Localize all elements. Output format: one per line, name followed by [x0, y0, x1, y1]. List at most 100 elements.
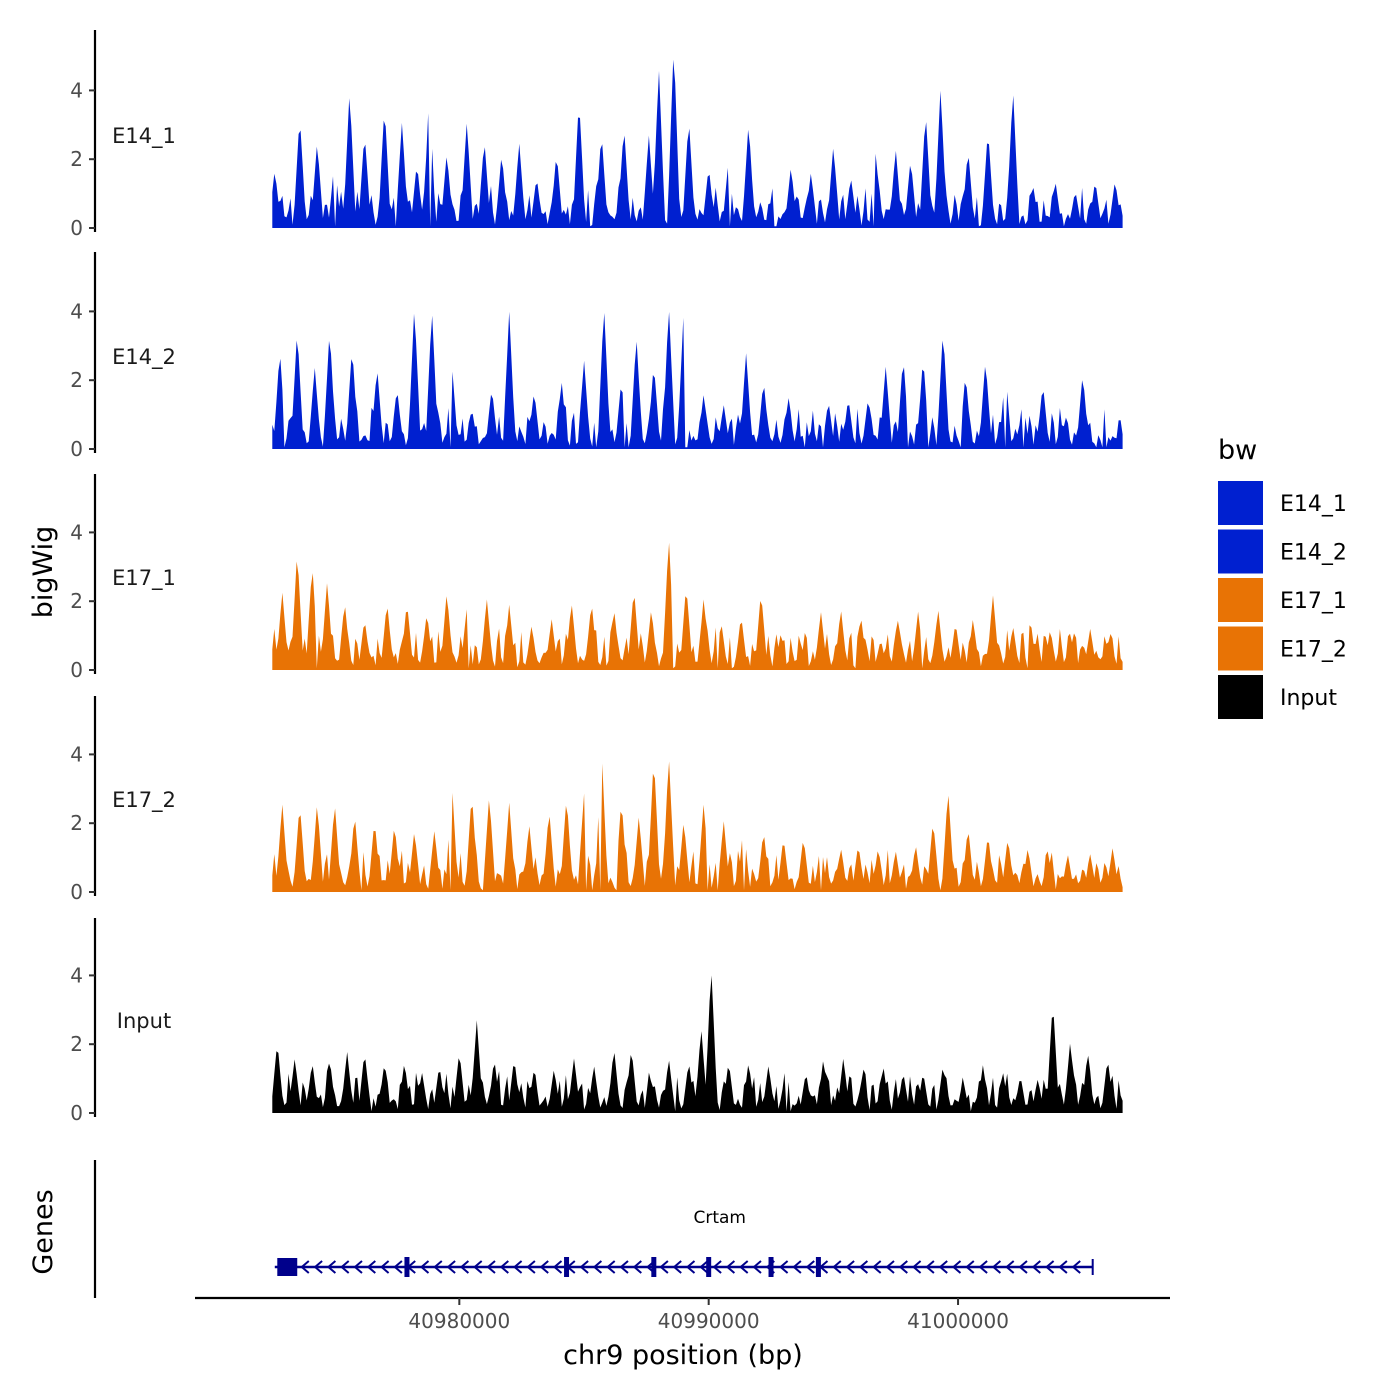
strand-arrow — [845, 1260, 855, 1274]
track-E17_1: 0 2 4 E17_1 — [70, 474, 1123, 682]
strand-arrow — [805, 1260, 815, 1274]
strand-arrow — [725, 1260, 736, 1274]
coverage-area-E14_2 — [272, 311, 1123, 449]
legend-label: Input — [1280, 686, 1337, 711]
strand-arrow — [792, 1260, 802, 1274]
legend-label: E17_2 — [1280, 638, 1347, 663]
x-axis-title: chr9 position (bp) — [563, 1340, 803, 1371]
strand-arrow — [938, 1260, 948, 1274]
coverage-area-E14_1 — [272, 59, 1123, 228]
coverage-tracks: 0 2 4 E14_1 0 2 4 E14_2 0 2 4 E17_1 0 2 4 E17_2 0 2 4 Input — [70, 30, 1123, 1125]
strand-arrow — [340, 1260, 350, 1274]
x-tick-label: 40980000 — [408, 1309, 510, 1333]
y-tick-label: 0 — [70, 437, 83, 461]
strand-arrow — [779, 1260, 789, 1274]
strand-arrow — [300, 1260, 310, 1274]
legend: bw E14_1 E14_2 E17_1 E17_2 Input — [1218, 435, 1347, 719]
strand-arrow — [579, 1260, 589, 1274]
legend-title: bw — [1218, 435, 1257, 466]
strand-arrow — [685, 1260, 696, 1274]
track-label-E17_1: E17_1 — [112, 566, 176, 591]
y-tick-label: 2 — [70, 147, 83, 171]
gene-exon — [706, 1257, 712, 1277]
legend-item-E17_1: E17_1 — [1218, 578, 1347, 622]
gene-exon — [815, 1257, 821, 1277]
strand-arrow — [473, 1260, 483, 1274]
strand-arrow — [353, 1260, 363, 1274]
strand-arrow — [1031, 1260, 1041, 1274]
x-axis: 40980000 40990000 41000000 — [195, 1296, 1170, 1333]
legend-item-E14_1: E14_1 — [1218, 481, 1347, 525]
strand-arrow — [366, 1260, 376, 1274]
legend-swatch — [1218, 578, 1263, 622]
track-label-E14_2: E14_2 — [112, 345, 176, 370]
y-tick-label: 0 — [70, 1101, 83, 1125]
track-E14_2: 0 2 4 E14_2 — [70, 252, 1123, 461]
strand-arrow — [991, 1260, 1002, 1274]
track-Input: 0 2 4 Input — [70, 918, 1123, 1125]
gene-name-label: Crtam — [693, 1208, 746, 1228]
legend-label: E14_2 — [1280, 541, 1347, 566]
y-tick-label: 0 — [70, 216, 83, 240]
track-label-Input: Input — [117, 1009, 171, 1033]
y-axis-title: bigWig — [28, 526, 59, 619]
strand-arrow — [832, 1260, 842, 1274]
y-tick-label: 4 — [70, 78, 83, 102]
strand-arrow — [552, 1260, 563, 1274]
strand-arrow — [1058, 1260, 1068, 1274]
legend-label: E14_1 — [1280, 492, 1347, 517]
gene-utr-block — [277, 1258, 298, 1276]
gene-Crtam: Crtam — [274, 1208, 1094, 1277]
legend-item-Input: Input — [1218, 675, 1337, 719]
track-label-E17_2: E17_2 — [112, 788, 176, 813]
x-tick-label: 41000000 — [907, 1309, 1009, 1333]
strand-arrow — [1045, 1260, 1055, 1274]
strand-arrow — [672, 1260, 682, 1274]
strand-arrow — [606, 1260, 616, 1274]
legend-label: E17_1 — [1280, 589, 1347, 614]
genes-panel: Crtam — [93, 1160, 1094, 1298]
gene-exon — [651, 1257, 657, 1277]
strand-arrow — [393, 1260, 403, 1274]
strand-arrow — [313, 1260, 323, 1274]
y-tick-label: 2 — [70, 589, 83, 613]
gene-exon — [768, 1257, 774, 1277]
strand-arrow — [326, 1260, 337, 1274]
x-tick-label: 40990000 — [658, 1309, 760, 1333]
strand-arrow — [499, 1260, 509, 1274]
strand-arrow — [898, 1260, 908, 1274]
gene-exon — [404, 1257, 410, 1277]
strand-arrow — [739, 1260, 749, 1274]
track-E14_1: 0 2 4 E14_1 — [70, 30, 1123, 240]
strand-arrow — [951, 1260, 962, 1274]
coverage-area-E17_1 — [272, 542, 1123, 670]
strand-arrow — [619, 1260, 629, 1274]
strand-arrow — [752, 1260, 762, 1274]
strand-arrow — [1071, 1260, 1081, 1274]
y-tick-label: 4 — [70, 963, 83, 987]
y-tick-label: 2 — [70, 811, 83, 835]
gene-exon — [564, 1257, 570, 1277]
y-tick-label: 4 — [70, 299, 83, 323]
y-tick-label: 2 — [70, 368, 83, 392]
strand-arrow — [513, 1260, 523, 1274]
y-tick-label: 2 — [70, 1032, 83, 1056]
strand-arrow — [712, 1260, 722, 1274]
strand-arrow — [699, 1260, 709, 1274]
strand-arrow — [659, 1260, 669, 1274]
strand-arrow — [1018, 1260, 1028, 1274]
y-tick-label: 0 — [70, 658, 83, 682]
legend-item-E14_2: E14_2 — [1218, 529, 1347, 574]
track-label-E14_1: E14_1 — [112, 124, 176, 149]
y-tick-label: 0 — [70, 880, 83, 904]
strand-arrow — [486, 1260, 496, 1274]
y-tick-label: 4 — [70, 742, 83, 766]
strand-arrow — [858, 1260, 869, 1274]
y-tick-label: 4 — [70, 520, 83, 544]
strand-arrow — [419, 1260, 430, 1274]
strand-arrow — [978, 1260, 988, 1274]
coverage-area-E17_2 — [272, 761, 1123, 892]
strand-arrow — [380, 1260, 390, 1274]
strand-arrow — [885, 1260, 895, 1274]
